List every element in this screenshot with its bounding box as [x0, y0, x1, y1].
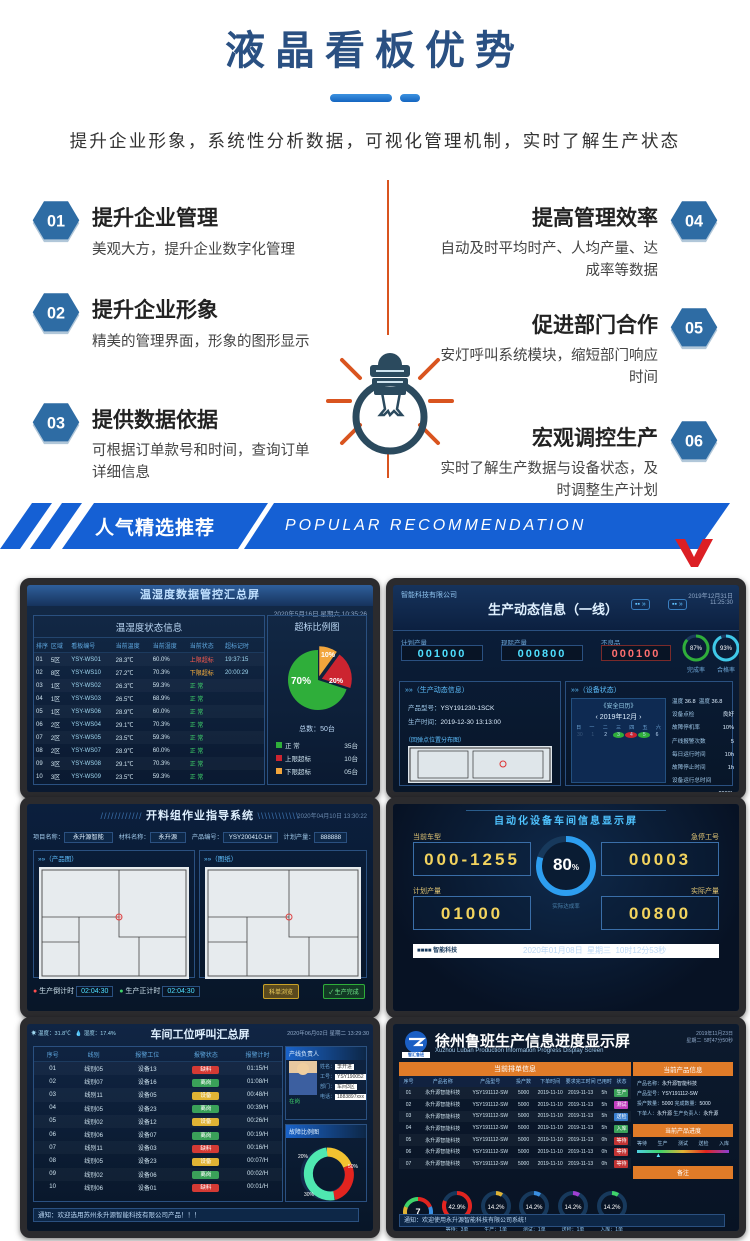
svg-text:14.2%: 14.2% — [564, 1205, 582, 1211]
svg-text:14.2%: 14.2% — [603, 1205, 621, 1211]
svg-text:50%: 50% — [348, 1164, 359, 1170]
svg-text:14.2%: 14.2% — [487, 1205, 505, 1211]
svg-text:01: 01 — [47, 213, 65, 231]
svg-text:14.2%: 14.2% — [526, 1205, 544, 1211]
svg-text:87%: 87% — [690, 646, 703, 652]
svg-text:20%: 20% — [329, 678, 344, 685]
svg-text:20%: 20% — [298, 1154, 309, 1160]
svg-text:02: 02 — [47, 305, 65, 323]
svg-text:03: 03 — [47, 415, 65, 433]
svg-text:70%: 70% — [291, 676, 311, 687]
svg-text:93%: 93% — [720, 646, 733, 652]
svg-text:30%: 30% — [304, 1192, 315, 1198]
svg-text:05: 05 — [685, 320, 703, 338]
svg-text:42.9%: 42.9% — [448, 1205, 466, 1211]
svg-text:06: 06 — [685, 433, 703, 451]
svg-text:04: 04 — [685, 213, 703, 231]
svg-text:10%: 10% — [321, 652, 336, 659]
